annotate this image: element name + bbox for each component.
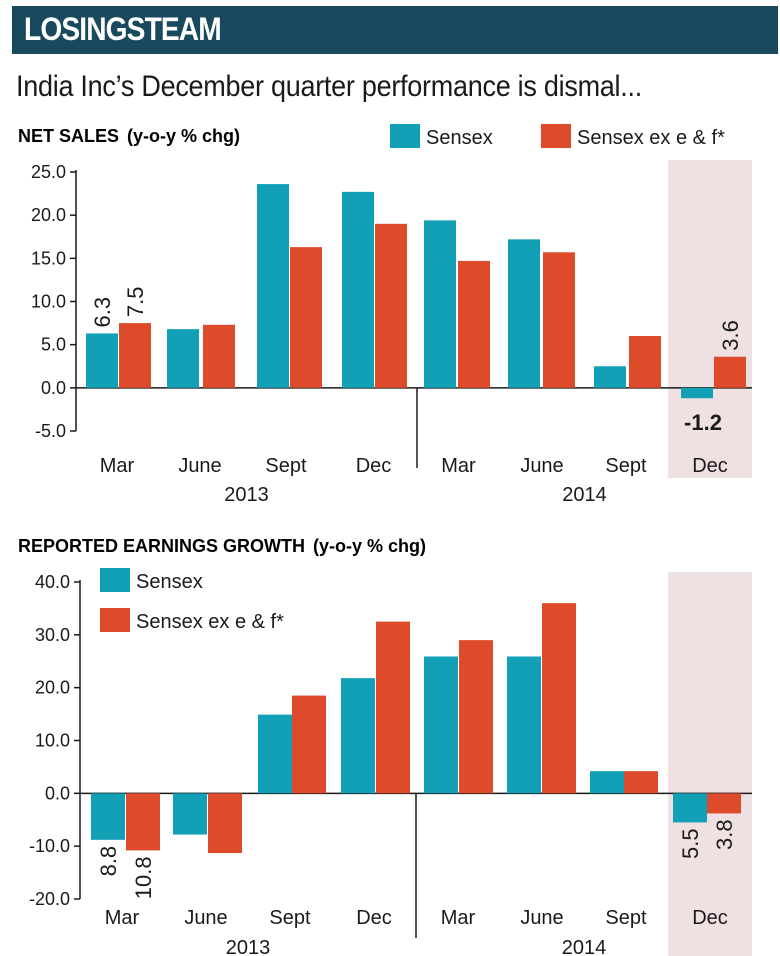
category-label: Sept [605,455,647,477]
bar-sensex-ex-2 [292,695,326,794]
bar-sensex-ex-4 [458,260,490,388]
legend-label: Sensex [136,571,203,593]
bar-sensex-ex-2 [290,247,322,388]
bar-sensex-ex-7 [707,793,741,814]
bar-sensex-ex-1 [208,793,242,854]
category-label: June [184,907,227,929]
data-label: 6.3 [90,297,115,328]
data-label: 7.5 [123,286,148,317]
bar-sensex-ex-6 [624,771,658,794]
bar-sensex-0 [86,333,118,388]
legend-swatch-sensex-ex [100,608,130,632]
bar-sensex-ex-5 [543,252,575,388]
bar-sensex-ex-3 [376,621,410,794]
y-tick-label: 5.0 [41,335,66,355]
bar-sensex-2 [258,714,292,794]
highlight-band [668,160,752,478]
category-label: Mar [100,455,135,477]
year-label: 2013 [226,937,271,956]
category-label: Sept [269,907,311,929]
bar-sensex-6 [594,366,626,388]
data-label: 3.6 [718,320,743,351]
bar-sensex-1 [173,793,207,835]
bar-sensex-ex-3 [375,223,407,388]
bar-sensex-ex-0 [119,323,151,388]
bar-sensex-ex-6 [629,336,661,388]
category-label: Dec [356,907,392,929]
legend-swatch-sensex [390,124,420,148]
bar-sensex-ex-1 [203,324,235,388]
category-label: Mar [441,907,476,929]
bar-sensex-ex-4 [459,640,493,794]
highlight-band [668,572,752,956]
y-tick-label: -5.0 [35,421,66,441]
category-label: Mar [105,907,140,929]
category-label: Dec [692,907,728,929]
bar-sensex-4 [424,656,458,794]
y-tick-label: 10.0 [35,731,70,751]
category-label: Mar [441,455,476,477]
year-label: 2013 [224,484,269,506]
bar-sensex-7 [673,793,707,823]
category-label: Sept [605,907,647,929]
bar-sensex-5 [508,239,540,388]
year-label: 2014 [562,484,607,506]
category-label: June [178,455,221,477]
legend-label: Sensex ex e & f* [577,127,725,149]
y-tick-label: -20.0 [29,889,70,909]
bar-sensex-3 [341,678,375,794]
y-tick-label: 15.0 [31,248,66,268]
y-tick-label: 20.0 [35,678,70,698]
year-label: 2014 [562,937,607,956]
y-tick-label: 20.0 [31,205,66,225]
y-tick-label: 40.0 [35,572,70,592]
data-label: 10.8 [131,856,156,899]
chart-title-main: NET SALES [18,126,119,146]
data-label: 3.8 [712,819,737,850]
bar-sensex-0 [91,793,125,840]
data-label: 5.5 [678,828,703,859]
data-label: -1.2 [684,410,722,435]
y-tick-label: 10.0 [31,292,66,312]
chart-title: NET SALES (y-o-y % chg) [18,126,240,146]
bar-sensex-5 [507,656,541,794]
bar-sensex-ex-5 [542,603,576,794]
y-tick-label: 30.0 [35,625,70,645]
category-label: June [520,455,563,477]
y-tick-label: -10.0 [29,836,70,856]
header-banner: LOSINGSTEAM [12,6,778,54]
category-label: Dec [356,455,392,477]
legend-swatch-sensex [100,568,130,592]
bar-sensex-7 [681,387,713,399]
bar-sensex-3 [342,191,374,388]
chart-title-unit: (y-o-y % chg) [127,126,240,146]
bar-sensex-1 [167,329,199,388]
y-tick-label: 0.0 [41,378,66,398]
bar-sensex-4 [424,220,456,388]
legend-swatch-sensex-ex [541,124,571,148]
chart-title: REPORTED EARNINGS GROWTH (y-o-y % chg) [18,536,426,556]
chart-title-unit: (y-o-y % chg) [313,536,426,556]
category-label: Sept [265,455,307,477]
bar-sensex-2 [257,184,289,388]
earnings-growth-chart: REPORTED EARNINGS GROWTH (y-o-y % chg) 40.… [18,536,752,956]
data-label: 8.8 [96,846,121,877]
legend-label: Sensex ex e & f* [136,611,284,633]
banner-title: LOSINGSTEAM [24,11,222,47]
net-sales-chart: NET SALES (y-o-y % chg) 25.0 20.0 15.0 10.0 5.… [18,124,752,506]
y-tick-label: 25.0 [31,162,66,182]
page-subtitle: India Inc’s December quarter performance… [16,70,642,103]
y-tick-label: 0.0 [45,783,70,803]
bar-sensex-ex-0 [126,793,160,851]
legend-label: Sensex [426,127,493,149]
category-label: June [520,907,563,929]
chart-title-main: REPORTED EARNINGS GROWTH [18,536,305,556]
category-label: Dec [692,455,728,477]
bar-sensex-ex-7 [714,356,746,388]
bar-sensex-6 [590,771,624,794]
